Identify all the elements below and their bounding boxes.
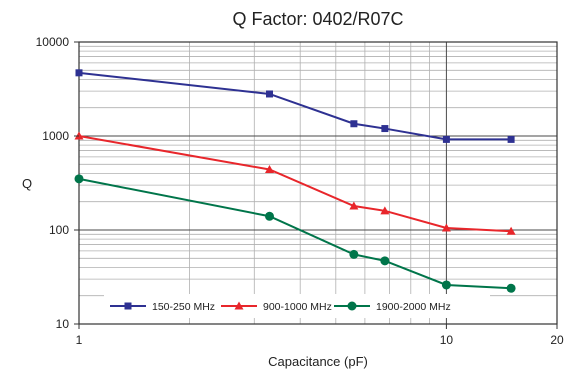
data-point bbox=[75, 69, 83, 77]
axis-ticks: 1 10 20 10 100 1000 10000 bbox=[36, 35, 564, 347]
x-axis-label: Capacitance (pF) bbox=[268, 354, 368, 369]
y-tick-label: 10000 bbox=[36, 35, 70, 49]
data-point bbox=[506, 226, 516, 235]
x-tick-label: 1 bbox=[76, 333, 83, 347]
legend-label: 150-250 MHz bbox=[152, 301, 215, 313]
series-line bbox=[78, 71, 512, 141]
legend-item: 1900-2000 MHz bbox=[334, 301, 451, 313]
data-point bbox=[381, 125, 389, 133]
legend-marker bbox=[124, 302, 132, 310]
data-point bbox=[442, 135, 450, 143]
grid-lines bbox=[78, 41, 558, 325]
y-tick-label: 100 bbox=[49, 223, 69, 237]
legend-background bbox=[104, 294, 490, 318]
data-point bbox=[265, 211, 275, 221]
series-line bbox=[78, 177, 512, 290]
data-point bbox=[441, 223, 451, 232]
series-2 bbox=[74, 131, 516, 235]
series-3 bbox=[74, 174, 516, 293]
y-axis-label: Q bbox=[22, 176, 32, 191]
plot-frame bbox=[78, 41, 558, 325]
data-point bbox=[380, 206, 390, 215]
chart-title: Q Factor: 0402/R07C bbox=[232, 9, 403, 29]
legend-label: 900-1000 MHz bbox=[263, 301, 332, 313]
data-point bbox=[506, 283, 516, 293]
data-point bbox=[380, 256, 390, 266]
legend-marker bbox=[347, 301, 357, 311]
y-tick-label: 10 bbox=[56, 317, 70, 331]
data-series bbox=[74, 69, 516, 293]
data-point bbox=[350, 120, 358, 128]
series-1 bbox=[75, 69, 515, 143]
x-tick-label: 20 bbox=[550, 333, 564, 347]
y-tick-label: 1000 bbox=[42, 129, 69, 143]
data-point bbox=[265, 165, 275, 174]
data-point bbox=[349, 249, 359, 259]
x-tick-label: 10 bbox=[440, 333, 454, 347]
legend-label: 1900-2000 MHz bbox=[376, 301, 451, 313]
legend: 150-250 MHz 900-1000 MHz 1900-2000 MHz bbox=[104, 294, 490, 318]
legend-item: 900-1000 MHz bbox=[221, 301, 332, 313]
legend-marker bbox=[234, 301, 244, 310]
data-point bbox=[74, 174, 84, 184]
data-point bbox=[507, 135, 515, 143]
legend-item: 150-250 MHz bbox=[110, 301, 215, 313]
data-point bbox=[441, 280, 451, 290]
series-line bbox=[78, 135, 512, 233]
data-point bbox=[349, 201, 359, 210]
data-point bbox=[266, 90, 274, 98]
